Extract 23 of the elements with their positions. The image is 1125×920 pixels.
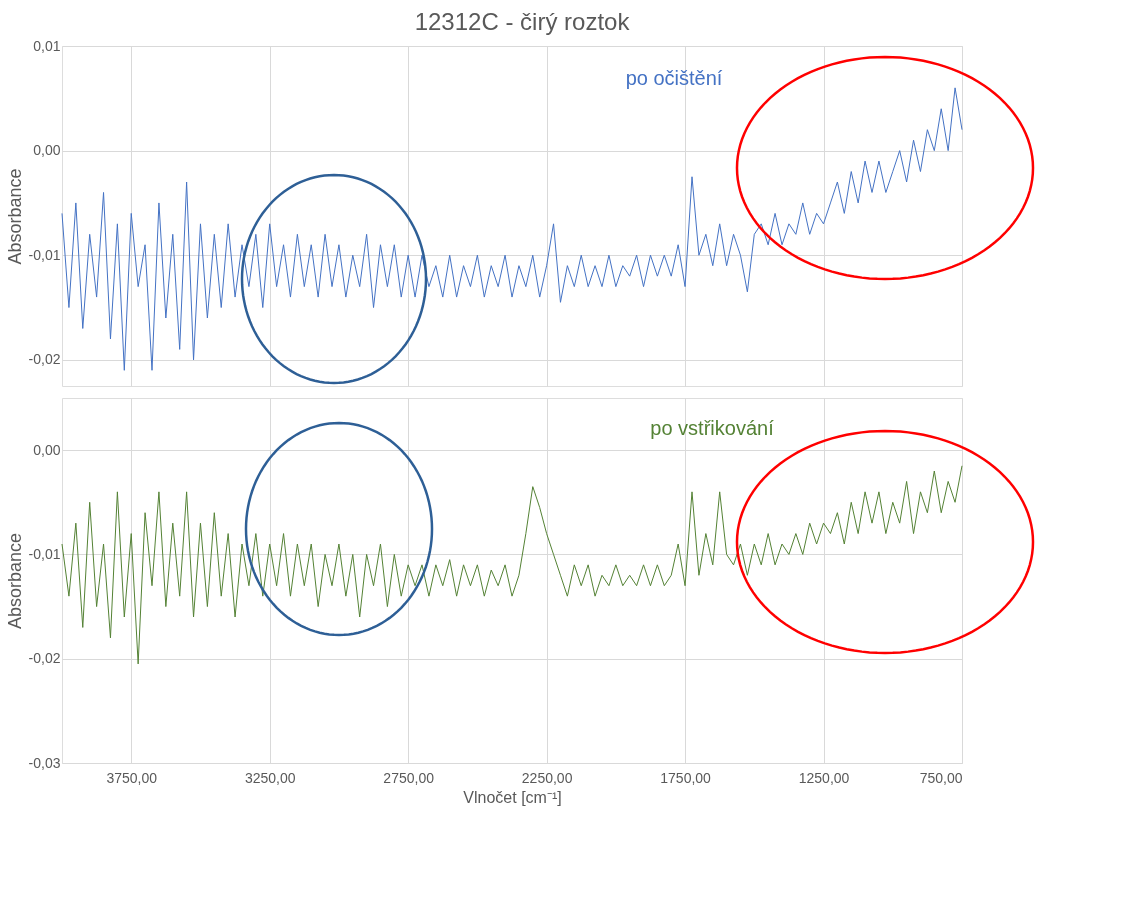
x-tick-label: 1250,00 xyxy=(798,769,850,786)
y-tick-label: -0,03 xyxy=(28,754,61,771)
x-tick-label: 750,00 xyxy=(919,769,963,786)
x-axis-title: Vlnočet [cm⁻¹] xyxy=(463,788,562,806)
y-tick-label: -0,01 xyxy=(28,246,61,263)
y-tick-label: -0,02 xyxy=(28,650,61,667)
text: po očištění xyxy=(625,67,723,89)
text: po vstřikování xyxy=(650,417,775,439)
y-tick-label: 0,00 xyxy=(33,441,61,458)
y-tick-label: -0,02 xyxy=(28,351,61,368)
y-axis-title: Absorbance xyxy=(4,532,25,630)
y-axis-title: Absorbance xyxy=(4,168,25,265)
x-tick-label: 1750,00 xyxy=(660,769,712,786)
line-series xyxy=(61,87,963,371)
x-tick-label: 3250,00 xyxy=(244,769,296,786)
x-tick-label: 3750,00 xyxy=(106,769,158,786)
y-tick-label: 0,00 xyxy=(33,142,61,159)
x-tick-label: 2250,00 xyxy=(521,769,573,786)
x-tick-label: 2750,00 xyxy=(383,769,435,786)
line-series xyxy=(61,465,963,665)
y-tick-label: -0,01 xyxy=(28,545,61,562)
chart-title: 12312C - čirý roztok xyxy=(414,7,631,35)
y-tick-label: 0,01 xyxy=(33,37,61,54)
